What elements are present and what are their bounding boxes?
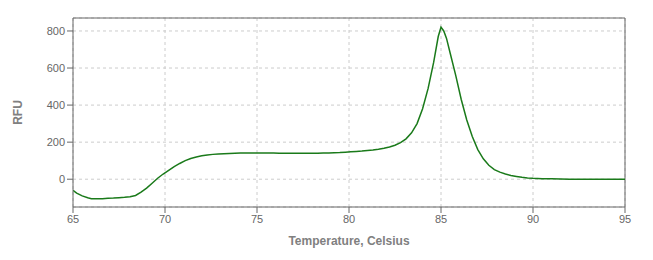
svg-text:80: 80 <box>343 213 355 225</box>
svg-text:400: 400 <box>47 99 65 111</box>
svg-text:Temperature, Celsius: Temperature, Celsius <box>288 234 409 248</box>
svg-text:85: 85 <box>435 213 447 225</box>
svg-text:65: 65 <box>67 213 79 225</box>
svg-text:200: 200 <box>47 136 65 148</box>
svg-text:90: 90 <box>527 213 539 225</box>
svg-text:600: 600 <box>47 62 65 74</box>
svg-text:75: 75 <box>251 213 263 225</box>
svg-text:800: 800 <box>47 25 65 37</box>
svg-text:70: 70 <box>159 213 171 225</box>
svg-text:RFU: RFU <box>11 100 25 125</box>
svg-text:0: 0 <box>59 173 65 185</box>
svg-text:95: 95 <box>619 213 631 225</box>
